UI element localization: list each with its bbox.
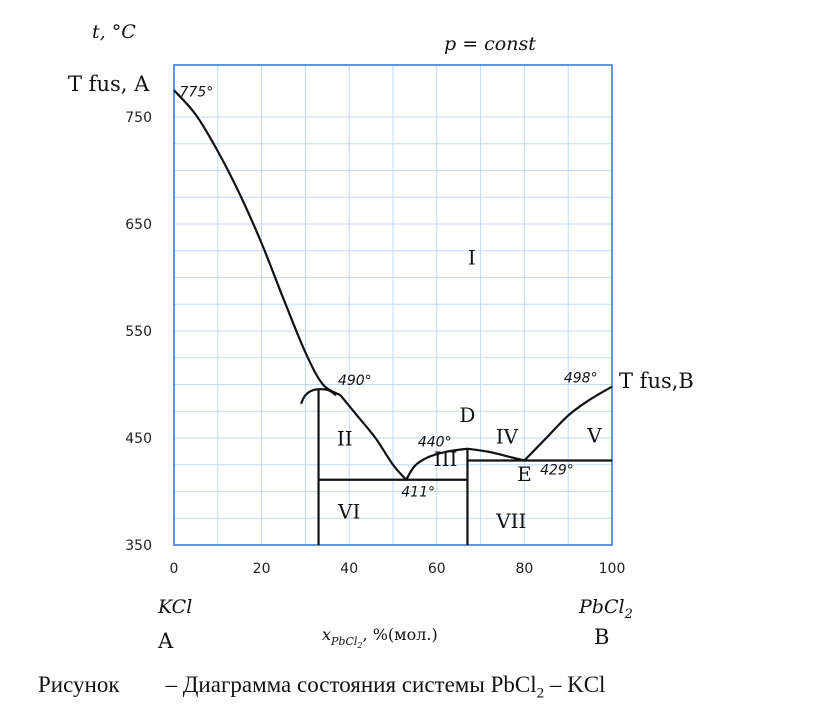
x-tick-label: 0 [170, 561, 179, 577]
point-letter-E: E [517, 462, 532, 486]
phase-diagram: 350 450 550 650 750 0 20 40 60 80 100 775° 490° 440… [68, 21, 694, 653]
phase-line-1 [339, 394, 407, 481]
region-label-V: V [586, 423, 602, 447]
tfus-a-label: T fus, A [68, 72, 150, 96]
grid [174, 65, 612, 545]
temperature-label: 490° [338, 373, 372, 389]
phase-line-3 [467, 447, 525, 462]
x-tick-label: 80 [515, 561, 533, 577]
region-label-VI: VI [337, 499, 360, 523]
region-label-IV: IV [496, 424, 519, 448]
component-a-formula: KCl [157, 596, 192, 618]
component-b-formula: PbCl2 [578, 596, 633, 622]
point-letters: DE [459, 403, 531, 486]
temperature-point-labels: 775° 490° 440° 411° 498° 429° [180, 84, 598, 500]
phase-line-9 [300, 388, 337, 405]
x-tick-label: 60 [428, 561, 446, 577]
y-tick-label: 650 [125, 217, 152, 233]
component-a-letter: A [157, 629, 174, 653]
temperature-label: 429° [540, 462, 574, 478]
x-tick-label: 100 [599, 561, 626, 577]
figure-caption: Рисунок – Диаграмма состояния системы Pb… [38, 672, 606, 702]
x-tick-label: 20 [253, 561, 271, 577]
region-label-III: III [434, 447, 458, 471]
y-tick-labels: 350 450 550 650 750 [125, 110, 152, 554]
tfus-b-label: T fus,B [619, 369, 694, 393]
region-label-VII: VII [495, 509, 526, 533]
x-axis-label: xPbCl2, %(мол.) [322, 625, 438, 650]
temperature-label: 411° [401, 485, 435, 501]
plot-frame [173, 64, 613, 546]
region-label-II: II [337, 426, 353, 450]
phase-curves [173, 89, 613, 545]
x-tick-labels: 0 20 40 60 80 100 [170, 561, 626, 577]
y-tick-label: 750 [125, 110, 152, 126]
y-tick-label: 550 [125, 324, 152, 340]
point-letter-D: D [459, 403, 475, 427]
y-tick-label: 350 [125, 538, 152, 554]
region-label-I: I [468, 246, 476, 270]
x-tick-label: 40 [340, 561, 358, 577]
temperature-label: 498° [564, 371, 598, 387]
component-b-letter: B [594, 625, 609, 649]
y-axis-label: t, °C [92, 21, 136, 43]
phase-line-0 [173, 89, 342, 397]
y-tick-label: 450 [125, 431, 152, 447]
phase-line-2 [405, 447, 468, 481]
phase-line-4 [523, 385, 613, 462]
pressure-const-label: p = const [444, 33, 536, 55]
temperature-label: 775° [180, 84, 214, 100]
temperature-label: 440° [418, 435, 452, 451]
